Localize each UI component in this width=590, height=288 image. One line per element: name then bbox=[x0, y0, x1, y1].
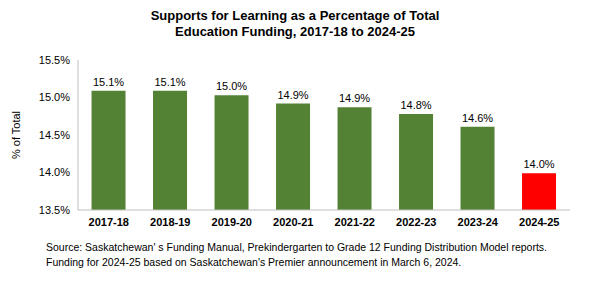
svg-text:2017-18: 2017-18 bbox=[89, 216, 129, 228]
svg-text:14.5%: 14.5% bbox=[39, 129, 70, 141]
svg-text:15.0%: 15.0% bbox=[39, 91, 70, 103]
svg-text:2024-25: 2024-25 bbox=[519, 216, 559, 228]
svg-text:14.9%: 14.9% bbox=[339, 92, 370, 104]
svg-text:14.8%: 14.8% bbox=[400, 99, 431, 111]
svg-text:2021-22: 2021-22 bbox=[335, 216, 375, 228]
html-text:Supports for Learning as a Per: Supports for Learning as a Percentage of… bbox=[150, 8, 440, 39]
svg-text:2022-23: 2022-23 bbox=[396, 216, 436, 228]
svg-text:2019-20: 2019-20 bbox=[212, 216, 252, 228]
html-text:Source: Saskatchewan' s Fundin: Source: Saskatchewan' s Funding Manual, … bbox=[46, 241, 547, 253]
svg-text:14.0%: 14.0% bbox=[523, 158, 554, 170]
svg-text:2020-21: 2020-21 bbox=[273, 216, 313, 228]
svg-text:% of Total: % of Total bbox=[10, 111, 22, 159]
svg-text:15.1%: 15.1% bbox=[154, 76, 185, 88]
svg-text:2018-19: 2018-19 bbox=[150, 216, 190, 228]
svg-text:15.0%: 15.0% bbox=[216, 80, 247, 92]
svg-text:15.5%: 15.5% bbox=[39, 54, 70, 66]
svg-text:2023-24: 2023-24 bbox=[458, 216, 499, 228]
svg-text:14.9%: 14.9% bbox=[277, 89, 308, 101]
html-text:Funding for 2024-25 based on S: Funding for 2024-25 based on Saskatchewa… bbox=[46, 256, 462, 268]
svg-text:13.5%: 13.5% bbox=[39, 204, 70, 216]
svg-text:14.6%: 14.6% bbox=[462, 112, 493, 124]
svg-text:15.1%: 15.1% bbox=[93, 76, 124, 88]
svg-text:14.0%: 14.0% bbox=[39, 166, 70, 178]
